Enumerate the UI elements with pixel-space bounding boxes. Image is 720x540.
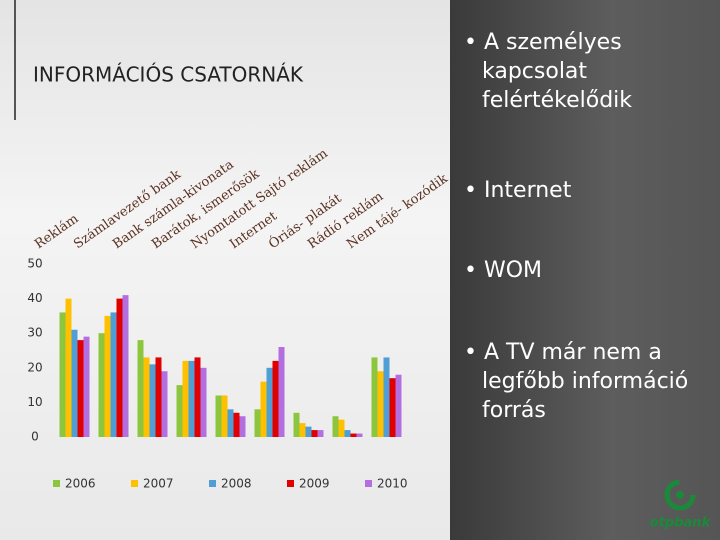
logo-ring [664, 479, 696, 511]
bar [71, 329, 78, 437]
bar [122, 295, 129, 437]
legend-swatch [53, 480, 60, 487]
bar [59, 312, 66, 437]
bar [239, 416, 246, 437]
bar [266, 367, 273, 437]
legend-swatch [365, 480, 372, 487]
y-tick-label: 30 [27, 326, 42, 340]
bar [155, 357, 162, 437]
bar [272, 360, 279, 437]
bar [200, 367, 207, 437]
logo-dot [676, 491, 684, 499]
chart: INFORMÁCIÓS CSATORNÁK 01020304050ReklámS… [14, 0, 450, 491]
bar [395, 374, 402, 437]
bar [221, 395, 228, 437]
y-tick-label: 50 [27, 257, 42, 271]
bar [77, 340, 84, 437]
bar [356, 433, 363, 437]
legend-label: 2009 [299, 477, 330, 491]
bar [305, 426, 312, 437]
bar [260, 381, 267, 437]
bar [317, 430, 324, 437]
legend-swatch [209, 480, 216, 487]
bar [311, 430, 318, 437]
bar [110, 312, 117, 437]
bar [65, 298, 72, 437]
bar [293, 412, 300, 437]
bar [137, 340, 144, 437]
legend-swatch [131, 480, 138, 487]
y-tick-label: 40 [27, 291, 42, 305]
bar [371, 357, 378, 437]
logo-text: otpbank [650, 516, 712, 531]
y-tick-label: 0 [31, 430, 39, 444]
bar [182, 360, 189, 437]
bar [116, 298, 123, 437]
y-tick-label: 10 [27, 395, 42, 409]
legend-label: 2008 [221, 477, 252, 491]
legend-label: 2007 [143, 477, 174, 491]
bar [332, 416, 339, 437]
bar [215, 395, 222, 437]
y-tick-label: 20 [27, 360, 42, 374]
chart-title: INFORMÁCIÓS CSATORNÁK [33, 63, 304, 87]
bullet: • WOM [464, 258, 543, 283]
bar [176, 385, 183, 437]
bar [344, 430, 351, 437]
bar [227, 409, 234, 437]
bar [350, 433, 357, 437]
bar [161, 371, 168, 437]
bar [233, 412, 240, 437]
bar [254, 409, 261, 437]
bullet: • A TV már nem a legfőbb információ forr… [464, 340, 689, 423]
bar [83, 336, 90, 437]
bullet: • A személyes kapcsolat felértékelődik [464, 30, 633, 113]
bar [188, 360, 195, 437]
legend-label: 2010 [377, 477, 408, 491]
legend-swatch [287, 480, 294, 487]
bar [278, 347, 285, 437]
x-tick-label: Reklám [32, 211, 81, 252]
bar [98, 333, 105, 437]
bar [104, 315, 111, 437]
bar [389, 378, 396, 437]
bar [377, 371, 384, 437]
bar [299, 423, 306, 437]
bar [383, 357, 390, 437]
bar [194, 357, 201, 437]
bar [149, 364, 156, 437]
bar [338, 419, 345, 437]
bar [143, 357, 150, 437]
legend-label: 2006 [65, 477, 96, 491]
bullet: • Internet [464, 178, 572, 203]
logo: otpbank [650, 479, 712, 531]
side-panel: • A személyes kapcsolat felértékelődik • … [450, 0, 720, 540]
